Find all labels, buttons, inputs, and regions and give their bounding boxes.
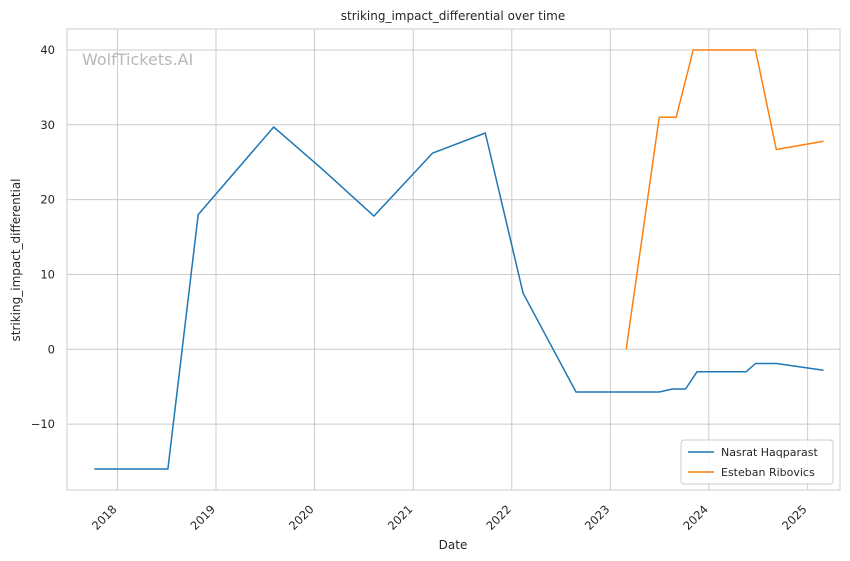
legend-label-esteban-ribovics: Esteban Ribovics — [721, 466, 815, 479]
watermark: WolfTickets.AI — [82, 50, 193, 69]
x-tick-label: 2025 — [779, 502, 810, 533]
y-tick-label: 40 — [40, 43, 55, 57]
x-tick-label: 2020 — [286, 502, 317, 533]
plot-background — [67, 29, 840, 490]
x-tick-label: 2023 — [582, 502, 613, 533]
y-tick-label: 0 — [48, 342, 55, 356]
series-lines — [94, 49, 824, 470]
y-tick-label: 30 — [40, 118, 55, 132]
y-tick-label: 10 — [40, 267, 55, 281]
x-tick-label: 2018 — [89, 502, 120, 533]
y-tick-label: −10 — [31, 417, 55, 431]
x-tick-label: 2021 — [385, 502, 416, 533]
x-tick-labels: 2018 2019 2020 2021 2022 2023 2024 2025 — [89, 502, 810, 533]
x-tick-label: 2024 — [680, 502, 711, 533]
y-axis-label: striking_impact_differential — [9, 178, 23, 341]
x-tick-label: 2019 — [188, 502, 219, 533]
y-tick-label: 20 — [40, 193, 55, 207]
chart-title: striking_impact_differential over time — [341, 9, 566, 23]
y-tick-labels: −10 0 10 20 30 40 — [31, 43, 55, 431]
x-tick-label: 2022 — [483, 502, 514, 533]
x-axis-label: Date — [439, 538, 468, 552]
legend-box — [680, 439, 834, 485]
series-line-esteban-ribovics — [625, 49, 824, 350]
plot-frame — [66, 28, 841, 491]
legend: Nasrat Haqparast Esteban Ribovics — [680, 439, 834, 485]
legend-label-nasrat-haqparast: Nasrat Haqparast — [721, 446, 818, 459]
series-line-nasrat-haqparast — [94, 126, 824, 470]
